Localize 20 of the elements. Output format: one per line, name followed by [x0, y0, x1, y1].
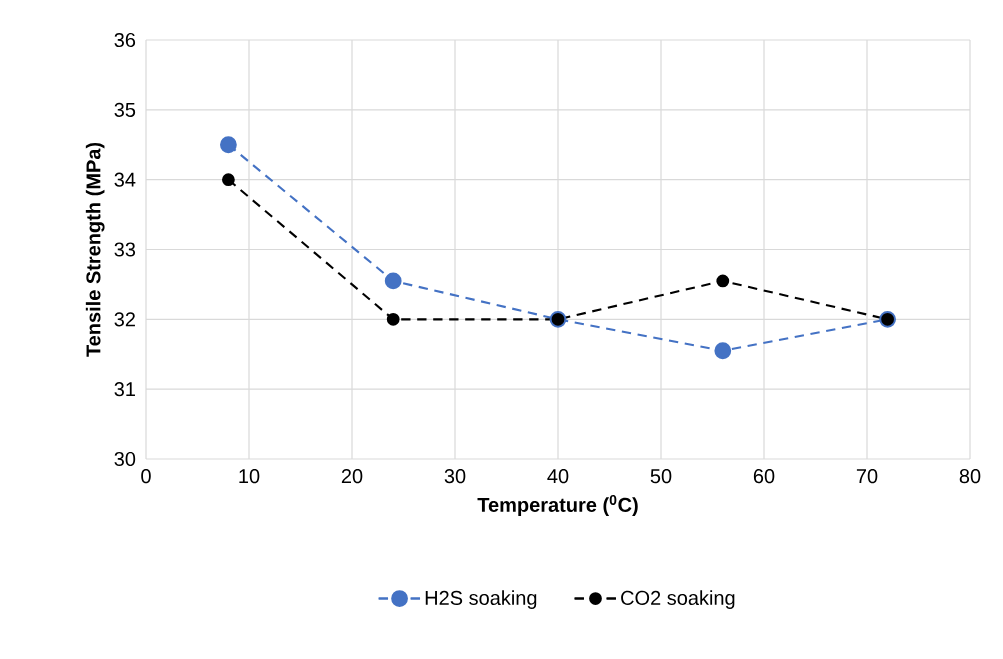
y-tick-label: 35	[114, 102, 136, 117]
y-axis-title: Tensile Strength (MPa)	[85, 142, 105, 357]
x-tick-label: 20	[341, 469, 363, 484]
legend-label: CO2 soaking	[621, 590, 735, 609]
y-tick-label: 34	[114, 172, 136, 187]
x-tick-label: 10	[239, 469, 260, 484]
x-tick-label: 80	[959, 469, 981, 484]
y-tick-label: 32	[114, 312, 135, 327]
legend-label: H2S soaking	[425, 590, 537, 609]
y-tick-label: 30	[114, 451, 136, 467]
x-axis-title: Temperature ($^{0}$C)	[477, 495, 638, 516]
x-tick-label: 50	[650, 469, 672, 484]
y-tick-label: 33	[114, 242, 136, 257]
x-tick-label: 60	[753, 469, 775, 484]
y-tick-label: 31	[114, 382, 135, 397]
x-tick-label: 40	[547, 469, 569, 484]
y-tick-label: 36	[114, 32, 136, 48]
x-tick-label: 70	[856, 469, 878, 484]
x-tick-label: 0	[141, 469, 151, 484]
x-tick-label: 30	[444, 469, 466, 484]
